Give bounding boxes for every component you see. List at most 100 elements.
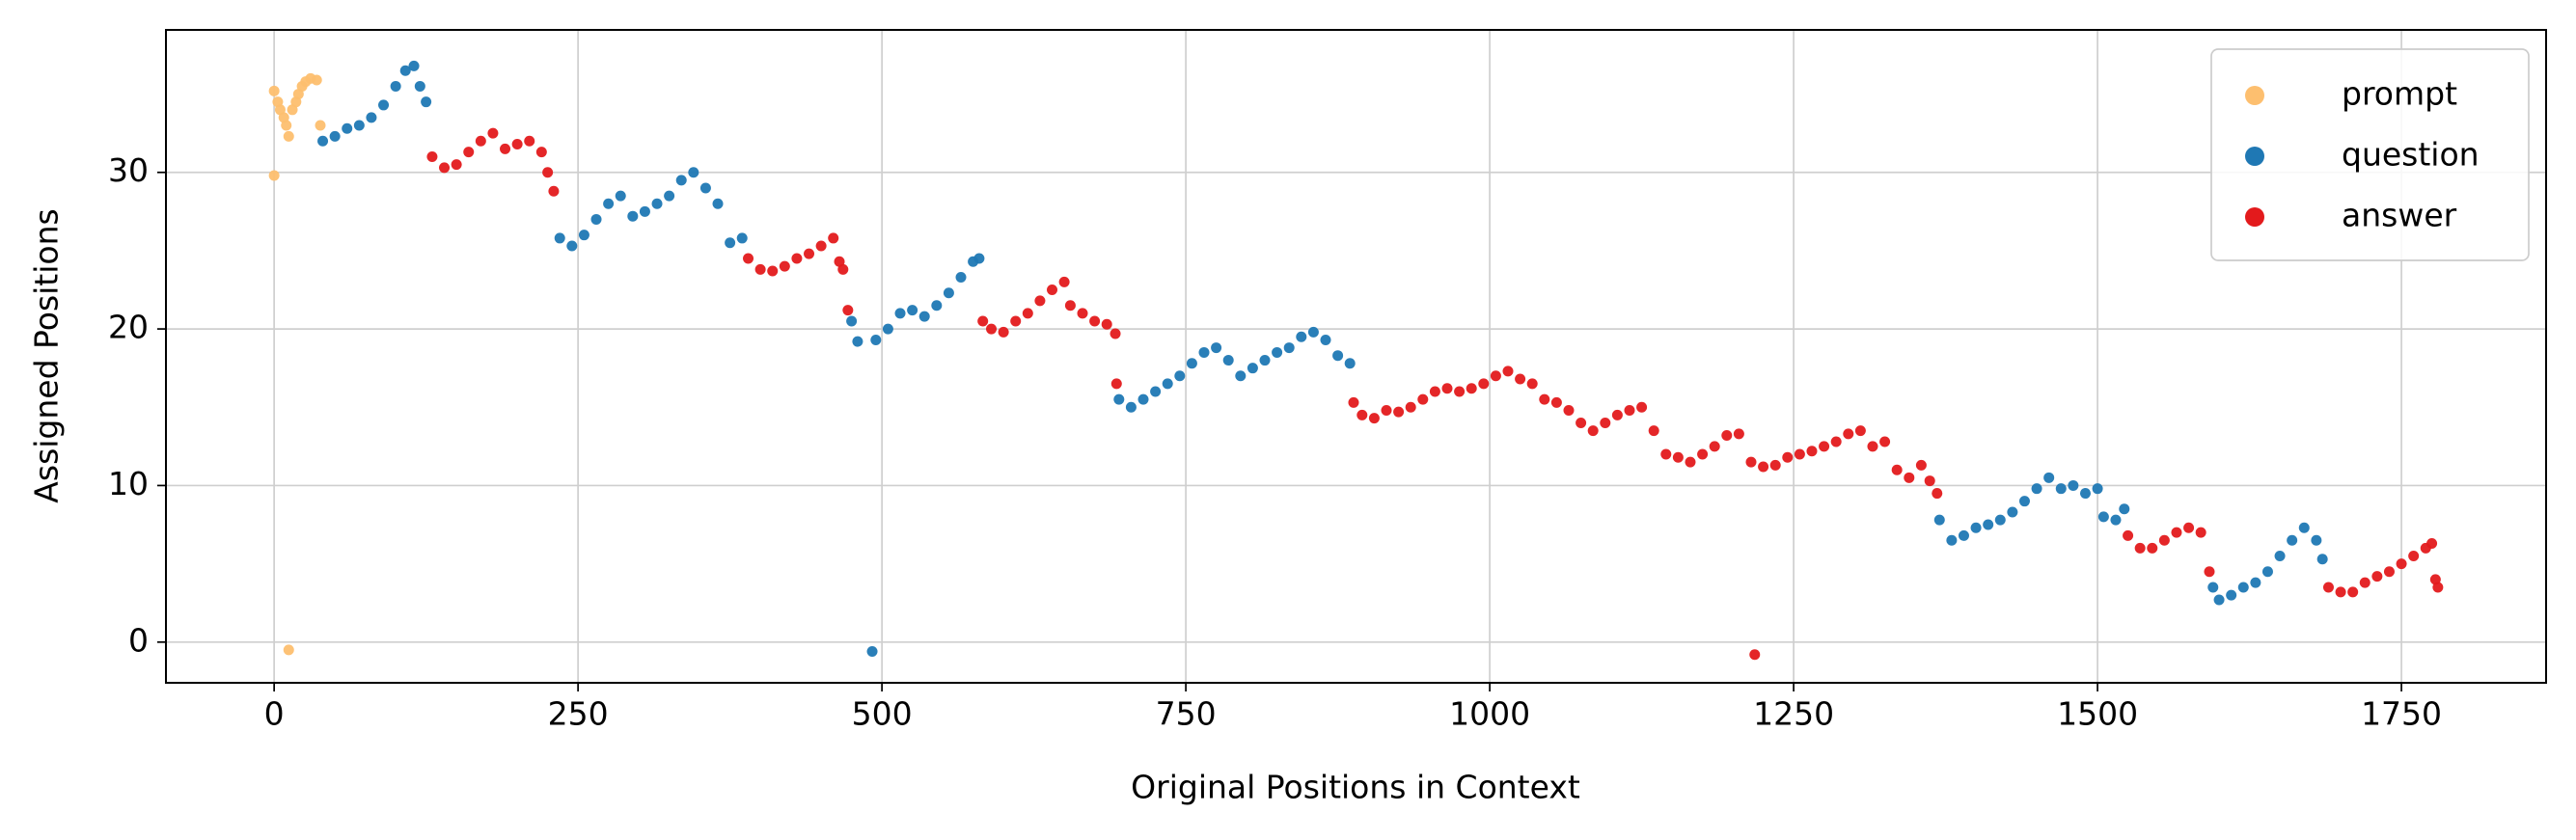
point	[603, 198, 615, 209]
x-tick-label: 1250	[1753, 695, 1834, 733]
point	[846, 315, 858, 327]
point	[1879, 436, 1891, 447]
point	[754, 263, 766, 275]
x-tick-label: 250	[548, 695, 609, 733]
point	[1064, 300, 1076, 312]
point	[1733, 428, 1744, 440]
legend-marker	[2245, 147, 2264, 166]
point	[1344, 358, 1356, 369]
point	[1904, 472, 1915, 483]
points-layer	[268, 60, 2444, 661]
point	[2068, 479, 2079, 491]
point	[2158, 534, 2170, 546]
point	[408, 60, 420, 71]
point	[1162, 378, 1173, 390]
point	[2092, 483, 2103, 495]
point	[2383, 566, 2395, 578]
legend-label: prompt	[2342, 75, 2457, 113]
point	[2426, 538, 2438, 550]
point	[907, 305, 918, 316]
point	[2226, 589, 2237, 601]
point	[1515, 373, 1526, 385]
point	[1466, 383, 1477, 394]
point	[615, 190, 626, 202]
point	[283, 130, 294, 142]
point	[2408, 550, 2420, 561]
point	[725, 237, 736, 249]
point	[2043, 472, 2055, 483]
point	[1417, 393, 1429, 405]
point	[1058, 276, 1070, 287]
point	[2195, 527, 2206, 538]
grid-layer	[166, 30, 2546, 683]
point	[1283, 342, 1295, 354]
point	[1624, 405, 1635, 417]
point	[2335, 586, 2346, 598]
point	[511, 139, 523, 150]
point	[1550, 396, 1562, 408]
point	[1502, 366, 1514, 377]
point	[2018, 496, 2030, 507]
point	[699, 182, 711, 194]
point	[1125, 401, 1137, 413]
point	[1186, 358, 1197, 369]
point	[1047, 285, 1058, 296]
point	[1348, 396, 1359, 408]
y-tick-label: 30	[108, 151, 149, 189]
point	[535, 147, 547, 158]
point	[590, 213, 602, 225]
point	[1600, 417, 1611, 428]
point	[1526, 378, 1538, 390]
point	[1924, 475, 1935, 487]
point	[1660, 448, 1672, 460]
point	[1332, 350, 1344, 362]
point	[317, 135, 329, 147]
point	[524, 135, 535, 147]
point	[2347, 586, 2359, 598]
point	[977, 315, 989, 327]
point	[2316, 554, 2328, 565]
point	[1782, 451, 1794, 463]
point	[451, 159, 462, 171]
point	[500, 143, 511, 154]
point	[1794, 448, 1805, 460]
point	[2311, 534, 2322, 546]
point	[414, 80, 425, 92]
point	[2123, 529, 2134, 541]
point	[2371, 571, 2383, 583]
point	[1891, 464, 1903, 475]
point	[779, 260, 790, 272]
point	[791, 253, 803, 264]
point	[2007, 506, 2018, 518]
point	[1307, 326, 1319, 338]
point	[1843, 428, 1854, 440]
point	[651, 198, 663, 209]
legend-label: answer	[2342, 197, 2457, 234]
point	[2110, 514, 2122, 526]
point	[463, 147, 475, 158]
point	[1441, 383, 1453, 394]
point	[1958, 529, 1969, 541]
point	[837, 263, 849, 275]
point	[315, 120, 326, 131]
point	[664, 190, 675, 202]
point	[894, 308, 906, 319]
point	[268, 85, 280, 96]
plot-frame	[165, 29, 2547, 684]
point	[2322, 582, 2334, 593]
point	[329, 130, 341, 142]
point	[426, 151, 438, 163]
point	[1709, 441, 1720, 452]
point	[2171, 527, 2182, 538]
y-tick-label: 10	[108, 465, 149, 502]
point	[804, 248, 815, 259]
point	[1697, 448, 1709, 460]
point	[268, 170, 280, 181]
point	[842, 305, 854, 316]
point	[2237, 582, 2249, 593]
point	[998, 326, 1009, 338]
point	[1381, 405, 1392, 417]
point	[2119, 503, 2130, 515]
point	[342, 122, 353, 134]
point	[2097, 511, 2109, 523]
